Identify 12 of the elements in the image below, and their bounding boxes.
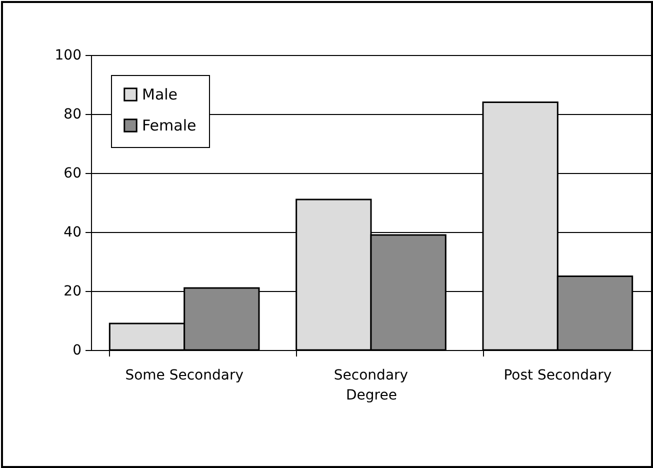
- y-tick-label: 100: [54, 48, 82, 64]
- x-tick-label: Post Secondary: [504, 368, 612, 384]
- y-tick-label: 40: [64, 224, 82, 240]
- legend-label: Female: [142, 116, 196, 134]
- x-axis-title: Degree: [346, 388, 397, 404]
- legend-label: Male: [142, 86, 178, 104]
- y-tick-label: 60: [64, 166, 82, 182]
- y-tick-label: 20: [64, 284, 82, 300]
- y-tick-label: 80: [64, 106, 82, 122]
- x-tick-label: Secondary: [334, 368, 408, 384]
- x-tick-label: Some Secondary: [125, 368, 244, 384]
- y-tick-label: 0: [72, 342, 82, 358]
